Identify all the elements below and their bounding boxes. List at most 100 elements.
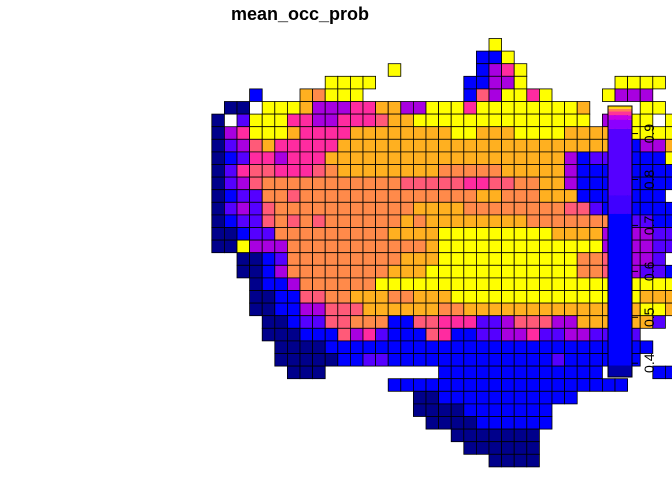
heatmap-cell [362, 101, 377, 115]
heatmap-cell [463, 88, 477, 102]
heatmap-cell [539, 378, 553, 392]
heatmap-cell [425, 101, 440, 115]
heatmap-cell [602, 378, 616, 392]
heatmap-cell [274, 126, 288, 140]
heatmap-cell [551, 252, 566, 266]
heatmap-cell [513, 353, 528, 367]
heatmap-cell [223, 239, 238, 254]
heatmap-cell [299, 327, 314, 342]
heatmap-cell [450, 428, 465, 443]
heatmap-cell [312, 327, 326, 342]
heatmap-cell [438, 227, 452, 241]
heatmap-cell [412, 340, 427, 354]
heatmap-cell [236, 227, 251, 241]
legend-color-band [608, 213, 632, 366]
heatmap-cell [362, 75, 377, 90]
heatmap-cell [349, 75, 364, 90]
heatmap-cell [236, 126, 251, 140]
heatmap-cell [526, 378, 540, 392]
heatmap-cell [211, 214, 225, 228]
heatmap-cell [501, 151, 515, 165]
legend-color-band [608, 195, 632, 214]
heatmap-cell [475, 390, 490, 405]
heatmap-cell [539, 353, 553, 367]
heatmap-cell [513, 138, 528, 153]
heatmap-cell [526, 201, 540, 216]
heatmap-cell [249, 88, 263, 102]
heatmap-cell [400, 176, 414, 191]
heatmap-cell [312, 227, 326, 241]
heatmap-cell [463, 201, 477, 216]
heatmap-cell [324, 75, 339, 90]
legend-tick-label: 0.9 [641, 124, 657, 144]
color-legend: 0.4 0.5 0.6 0.7 0.8 0.9 [607, 105, 657, 378]
heatmap-cell [400, 353, 414, 367]
heatmap-cell [513, 390, 528, 405]
heatmap-cell [412, 390, 427, 405]
heatmap-cell [665, 164, 672, 178]
heatmap-cell [412, 176, 427, 191]
heatmap-cell [501, 113, 515, 128]
heatmap-cell [526, 340, 540, 354]
heatmap-cell [501, 126, 515, 140]
heatmap-cell [274, 138, 288, 153]
heatmap-cell [425, 302, 440, 317]
heatmap-cell [274, 164, 288, 178]
heatmap-cell [639, 75, 654, 90]
heatmap-cell [223, 101, 238, 115]
heatmap-cell [488, 189, 503, 203]
heatmap-cell [299, 201, 314, 216]
heatmap-cell [261, 138, 276, 153]
heatmap-cell [501, 453, 515, 468]
heatmap-cell [463, 176, 477, 191]
heatmap-cell [665, 302, 672, 317]
heatmap-cell [627, 75, 641, 90]
heatmap-cell [337, 201, 351, 216]
heatmap-cell [312, 176, 326, 191]
heatmap-cell [551, 315, 566, 329]
heatmap-cell [576, 189, 591, 203]
heatmap-cell [501, 340, 515, 354]
heatmap-cell [337, 277, 351, 291]
heatmap-cell [438, 176, 452, 191]
heatmap-cell [299, 164, 314, 178]
heatmap-cell [387, 63, 402, 77]
heatmap-cell [438, 403, 452, 417]
heatmap-cell [387, 227, 402, 241]
heatmap-cell [589, 277, 603, 291]
heatmap-cell [362, 227, 377, 241]
heatmap-cell [576, 327, 591, 342]
heatmap-cell [286, 227, 301, 241]
heatmap-cell [551, 201, 566, 216]
heatmap-cell [450, 201, 465, 216]
heatmap-cell [488, 239, 503, 254]
heatmap-cell [539, 151, 553, 165]
heatmap-cell [362, 327, 377, 342]
heatmap-cell [375, 290, 389, 304]
heatmap-cell [274, 239, 288, 254]
heatmap-cell [639, 101, 654, 115]
heatmap-cell [400, 151, 414, 165]
heatmap-cell [412, 101, 427, 115]
heatmap-cell [312, 88, 326, 102]
heatmap-cell [488, 151, 503, 165]
legend-frame [607, 105, 633, 378]
heatmap-cell [501, 378, 515, 392]
heatmap-cell [475, 189, 490, 203]
heatmap-cell [438, 214, 452, 228]
heatmap-cell [211, 189, 225, 203]
heatmap-cell [551, 327, 566, 342]
heatmap-cell [463, 252, 477, 266]
heatmap-cell [564, 315, 578, 329]
heatmap-cell [501, 302, 515, 317]
legend-color-band [608, 111, 632, 116]
heatmap-cell [564, 365, 578, 380]
heatmap-cell [488, 176, 503, 191]
heatmap-cell [324, 214, 339, 228]
heatmap-cell [564, 201, 578, 216]
heatmap-cell [665, 151, 672, 165]
heatmap-cell [463, 365, 477, 380]
heatmap-cell [551, 302, 566, 317]
heatmap-cell [299, 264, 314, 279]
heatmap-cell [576, 378, 591, 392]
